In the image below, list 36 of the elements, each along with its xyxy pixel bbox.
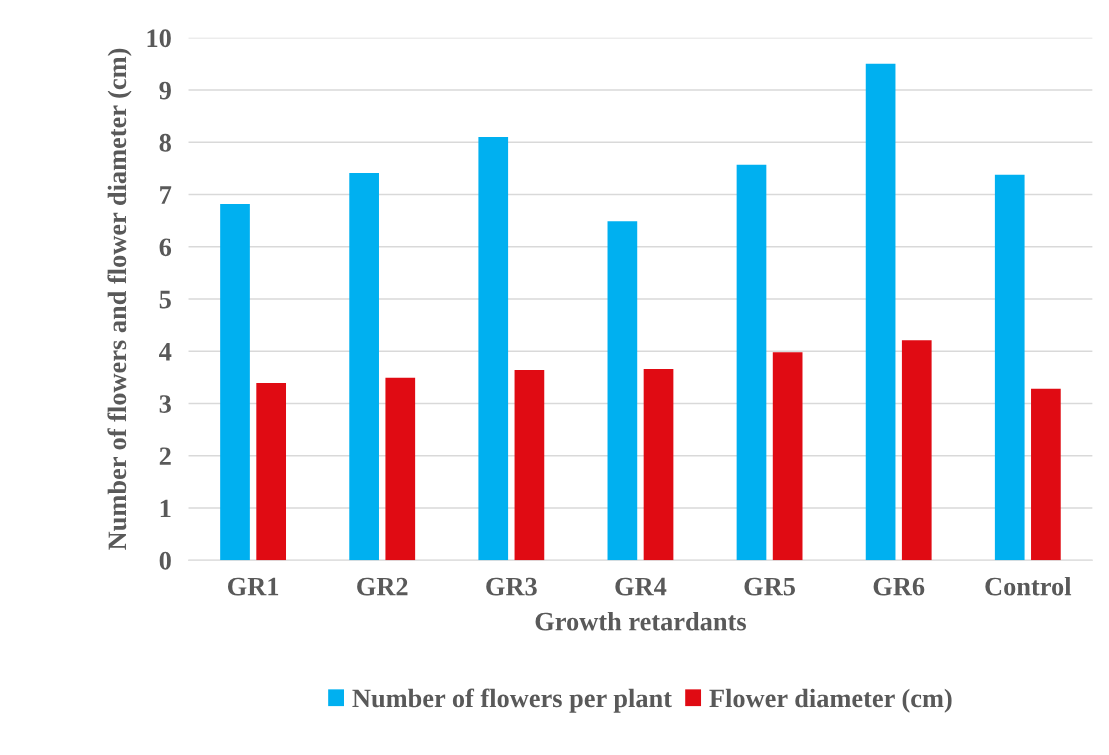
bar bbox=[736, 164, 767, 561]
bar bbox=[256, 383, 287, 561]
bar bbox=[607, 221, 638, 561]
y-axis-title: Number of flowers and flower diameter (cm) bbox=[107, 48, 132, 550]
legend-label: Number of flowers per plant bbox=[352, 688, 672, 713]
y-tick-label: 9 bbox=[159, 81, 171, 100]
bar bbox=[478, 137, 509, 561]
y-tick-label: 0 bbox=[159, 551, 171, 570]
y-tick-label: 8 bbox=[159, 133, 171, 152]
y-tick-label: 7 bbox=[160, 186, 172, 204]
bar bbox=[349, 173, 379, 561]
bar bbox=[901, 340, 932, 561]
y-tick-label: 4 bbox=[159, 343, 172, 361]
bar bbox=[220, 203, 250, 561]
bar bbox=[865, 63, 896, 561]
x-tick-label: GR5 bbox=[744, 577, 795, 596]
bar bbox=[994, 174, 1025, 561]
y-tick-label: 10 bbox=[147, 29, 171, 48]
y-tick-label: 3 bbox=[159, 395, 171, 413]
bar bbox=[1031, 388, 1061, 561]
x-tick-label: Control bbox=[985, 576, 1072, 596]
y-tick-label: 6 bbox=[159, 238, 172, 257]
y-tick-label: 2 bbox=[159, 447, 171, 465]
bar bbox=[385, 377, 416, 561]
x-tick-label: GR4 bbox=[615, 577, 667, 596]
x-tick-label: GR3 bbox=[486, 577, 537, 596]
y-tick-label: 1 bbox=[160, 499, 171, 518]
y-tick-label: 5 bbox=[159, 290, 171, 309]
x-tick-label: GR2 bbox=[357, 577, 408, 596]
x-tick-label: GR6 bbox=[873, 577, 925, 596]
x-tick-label: GR1 bbox=[227, 577, 279, 596]
bar bbox=[643, 368, 674, 561]
x-axis-title: Growth retardants bbox=[535, 611, 746, 631]
bar bbox=[772, 352, 803, 561]
bar bbox=[514, 370, 545, 561]
legend-label: Flower diameter (cm) bbox=[709, 688, 952, 713]
